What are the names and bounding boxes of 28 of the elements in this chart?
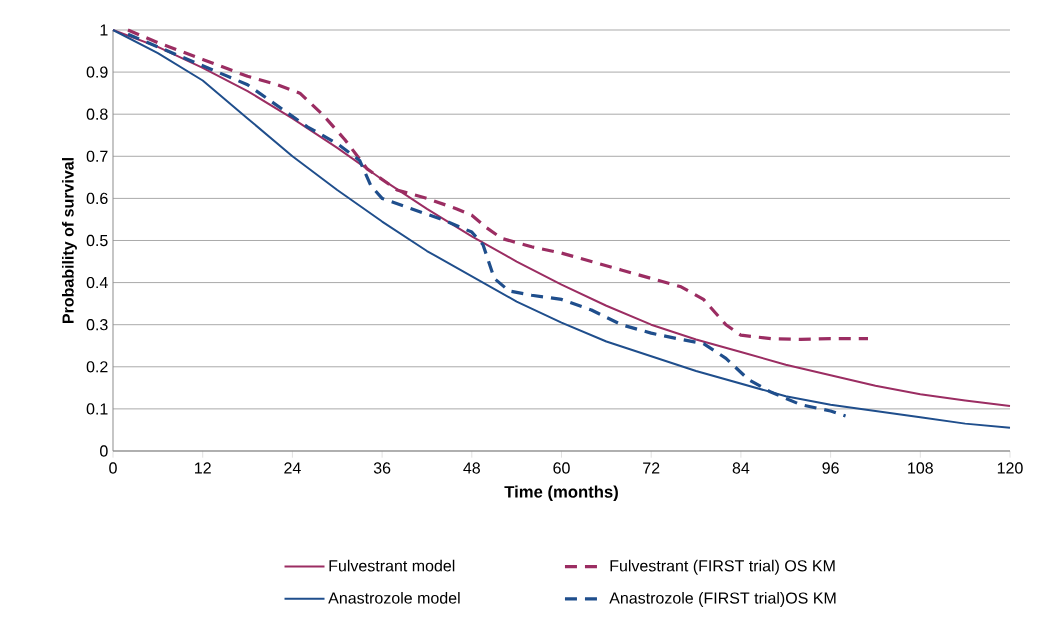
legend-label: Anastrozole (FIRST trial)OS KM <box>609 592 836 607</box>
legend-label: Fulvestrant model <box>329 559 455 572</box>
y-axis-title: Probability of survival <box>62 158 77 323</box>
x-tick-label: 84 <box>732 462 750 474</box>
x-tick-label: 60 <box>553 462 570 474</box>
y-tick-label: 0.5 <box>86 234 108 247</box>
y-tick-label: 0.3 <box>86 319 108 331</box>
x-tick-label: 24 <box>284 462 301 474</box>
y-tick-label: 0.9 <box>86 66 108 78</box>
x-axis-title: Time (months) <box>504 485 618 502</box>
legend-label: Fulvestrant (FIRST trial) OS KM <box>610 559 835 575</box>
y-tick-label: 0.8 <box>86 108 108 120</box>
y-tick-label: 0.7 <box>86 150 108 162</box>
y-tick-label: 1 <box>100 24 108 36</box>
x-tick-label: 48 <box>463 462 480 474</box>
y-tick-label: 0.2 <box>86 361 108 373</box>
y-tick-label: 0.1 <box>86 403 108 415</box>
x-tick-label: 0 <box>109 462 117 474</box>
x-tick-label: 72 <box>643 462 660 474</box>
legend-label: Anastrozole model <box>328 592 460 604</box>
x-tick-label: 96 <box>822 462 839 474</box>
y-tick-label: 0.4 <box>86 276 108 289</box>
x-tick-label: 108 <box>908 462 933 474</box>
y-tick-label: 0 <box>100 445 108 457</box>
y-tick-label: 0.6 <box>86 192 108 205</box>
x-tick-label: 12 <box>195 462 211 474</box>
x-tick-label: 36 <box>373 462 391 474</box>
x-tick-label: 120 <box>997 462 1023 474</box>
